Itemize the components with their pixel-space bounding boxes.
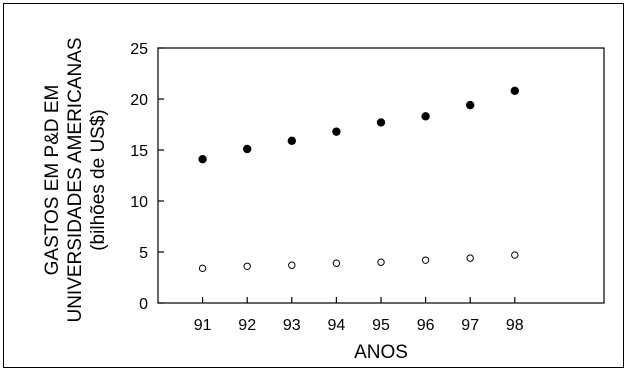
x-tick-label: 92 [238,317,256,334]
y-tick-label: 5 [139,245,148,262]
open-point [466,254,474,262]
x-tick-label: 98 [506,317,524,334]
y-axis-title-line-3: (bilhões de US$) [88,109,109,251]
y-tick-label: 25 [130,41,148,58]
y-tick-label: 15 [130,143,148,160]
open-point [332,259,341,267]
outer-frame [3,3,624,368]
open-point [198,264,207,273]
open-point [243,262,251,270]
x-tick-label: 93 [283,317,301,334]
y-axis-title-line-2: UNIVERSIDADES AMERICANAS [65,37,86,322]
x-tick-label: 96 [417,317,435,334]
open-point [288,261,296,269]
y-tick-label: 20 [130,92,148,109]
filled-point [421,112,430,121]
y-axis-title: GASTOS EM P&D EM UNIVERSIDADES AMERICANA… [42,37,109,322]
x-axis-title: ANOS [354,342,408,363]
filled-point [376,118,386,127]
filled-point [332,127,341,136]
y-tick-label: 10 [130,194,148,211]
x-tick-label: 95 [372,317,390,334]
y-tick-label: 0 [139,296,148,313]
filled-point [287,136,296,146]
x-tick-label: 97 [461,317,479,334]
data-points [198,86,519,273]
filled-point [466,100,475,110]
open-point [377,258,385,266]
x-tick-label: 94 [328,317,346,334]
open-point [421,256,430,264]
y-axis: 0 5 10 15 20 25 [130,41,164,313]
filled-point [510,86,519,96]
y-axis-title-line-1: GASTOS EM P&D EM [42,85,63,276]
x-tick-label: 91 [194,317,212,334]
open-point [511,251,519,259]
filled-point [242,144,252,154]
x-axis: 91 92 93 94 95 96 97 98 [194,297,524,334]
filled-point [198,154,207,164]
